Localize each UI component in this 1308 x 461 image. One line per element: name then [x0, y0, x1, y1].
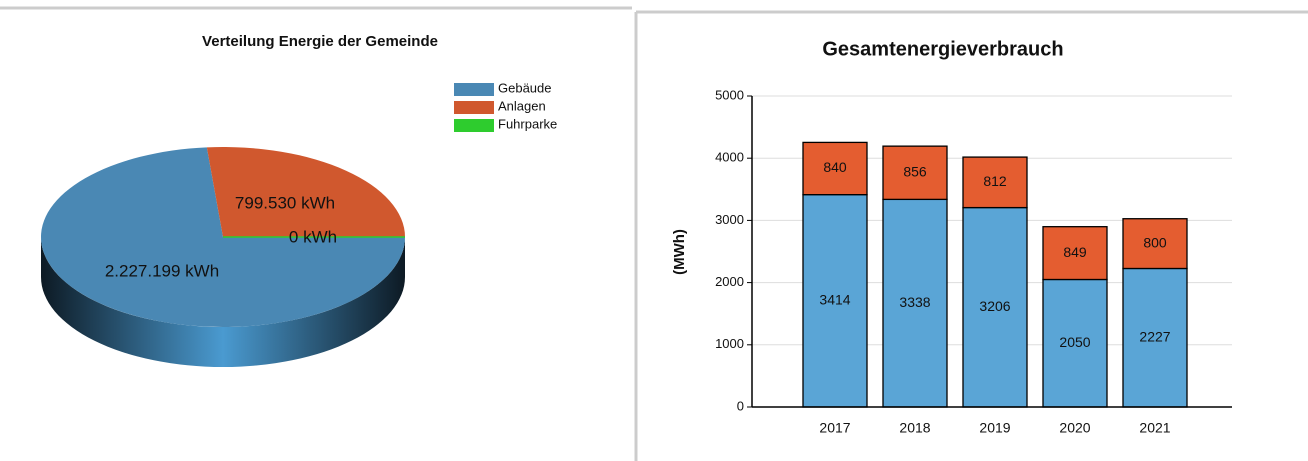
bar-segment: [1042, 278, 1108, 408]
chart-title: Gesamtenergieverbrauch: [822, 38, 1063, 60]
pie-side: [41, 237, 405, 367]
y-tick-label: 0: [737, 398, 744, 413]
legend-label: Gebäude: [498, 80, 552, 95]
bar-segment: [1122, 218, 1188, 270]
y-tick-label: 5000: [715, 87, 744, 102]
data-label: 0 kWh: [289, 227, 337, 246]
x-tick-label: 2019: [979, 420, 1010, 436]
y-tick-label: 3000: [715, 212, 744, 227]
bar-segment: [802, 141, 868, 196]
data-label: 2227: [1139, 328, 1170, 344]
data-label: 799.530 kWh: [235, 193, 335, 212]
bar-segment: [962, 156, 1028, 209]
legend-label: Anlagen: [498, 98, 546, 113]
bar-segment: [1042, 226, 1108, 281]
x-tick-label: 2021: [1139, 420, 1170, 436]
data-label: 856: [903, 163, 927, 179]
data-label: 2.227.199 kWh: [105, 261, 219, 280]
bar-segment: [1122, 267, 1188, 408]
data-label: 2050: [1059, 334, 1090, 350]
bar-segment: [882, 145, 948, 201]
chart-title: Verteilung Energie der Gemeinde: [202, 33, 438, 50]
legend-swatch: [454, 119, 494, 132]
bar-segment: [962, 206, 1028, 408]
data-label: 840: [823, 159, 847, 175]
data-label: 3414: [819, 292, 850, 308]
data-label: 849: [1063, 244, 1087, 260]
pie-slice: [206, 147, 405, 237]
x-tick-label: 2017: [819, 420, 850, 436]
legend-swatch: [454, 83, 494, 96]
legend-label: Fuhrparke: [498, 116, 557, 131]
y-axis-label: (MWh): [671, 229, 688, 275]
x-tick-label: 2020: [1059, 420, 1090, 436]
y-tick-label: 2000: [715, 274, 744, 289]
y-tick-label: 4000: [715, 150, 744, 165]
legend-swatch: [454, 101, 494, 114]
x-tick-label: 2018: [899, 420, 930, 436]
y-tick-label: 1000: [715, 336, 744, 351]
data-label: 812: [983, 173, 1007, 189]
data-label: 3206: [979, 298, 1010, 314]
data-label: 3338: [899, 294, 930, 310]
data-label: 800: [1143, 234, 1167, 250]
